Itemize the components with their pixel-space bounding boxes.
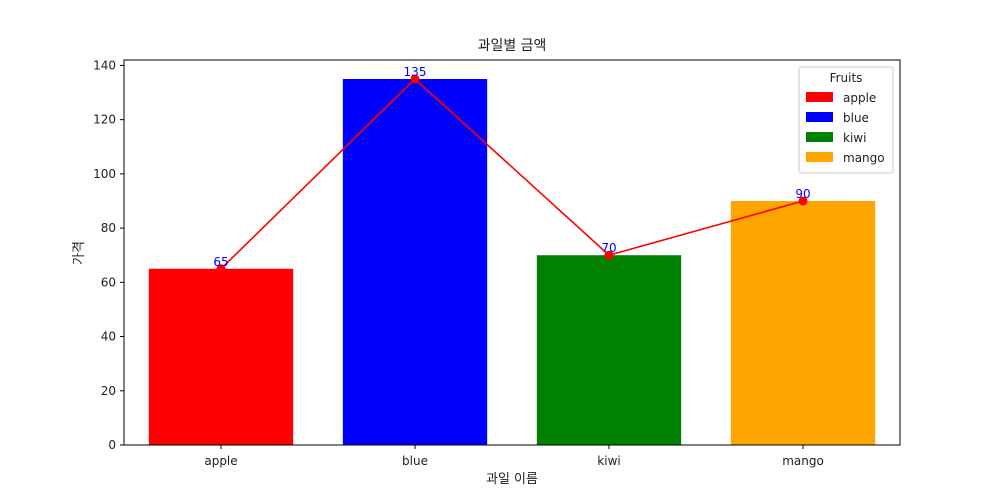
y-tick-label: 100 — [93, 167, 116, 181]
data-labels: 65 135 70 90 — [213, 65, 810, 269]
legend-label-kiwi: kiwi — [843, 131, 866, 145]
x-tick-label-blue: blue — [402, 454, 428, 468]
line-point-kiwi — [604, 250, 614, 260]
bar-kiwi — [536, 255, 682, 445]
y-axis: 0 20 40 60 80 100 120 140 — [93, 58, 124, 452]
line-point-blue — [410, 74, 420, 84]
data-label-mango: 90 — [795, 187, 810, 201]
y-axis-label: 가격 — [72, 241, 87, 265]
legend: Fruits apple blue kiwi mango — [798, 66, 894, 174]
bar-apple — [148, 268, 294, 445]
bars — [148, 78, 876, 445]
x-tick-label-kiwi: kiwi — [597, 454, 620, 468]
line-overlay — [216, 74, 808, 274]
y-tick-label: 80 — [101, 221, 116, 235]
x-axis-label: 과일 이름 — [486, 472, 538, 487]
legend-swatch-mango — [806, 152, 833, 162]
line-series — [220, 77, 804, 270]
y-tick-label: 40 — [101, 330, 116, 344]
chart-title: 과일별 금액 — [478, 38, 547, 54]
line-point-mango — [798, 196, 808, 206]
legend-label-apple: apple — [843, 91, 876, 105]
bar-mango — [730, 200, 876, 445]
y-tick-label: 120 — [93, 113, 116, 127]
bar-blue — [342, 78, 488, 445]
data-label-blue: 135 — [404, 65, 427, 79]
legend-title: Fruits — [830, 71, 863, 85]
legend-entries: apple blue kiwi mango — [806, 91, 885, 165]
legend-label-blue: blue — [843, 111, 869, 125]
y-tick-label: 60 — [101, 275, 116, 289]
legend-swatch-kiwi — [806, 132, 833, 142]
legend-swatch-blue — [806, 112, 833, 122]
y-tick-label: 140 — [93, 58, 116, 72]
data-label-kiwi: 70 — [601, 241, 616, 255]
legend-label-mango: mango — [843, 151, 885, 165]
legend-swatch-apple — [806, 92, 833, 102]
y-tick-label: 20 — [101, 384, 116, 398]
x-tick-label-apple: apple — [204, 454, 237, 468]
plot-area-frame — [123, 59, 901, 446]
data-label-apple: 65 — [213, 255, 228, 269]
line-point-apple — [216, 264, 226, 274]
x-tick-label-mango: mango — [782, 454, 824, 468]
y-tick-label: 0 — [108, 438, 116, 452]
x-axis: apple blue kiwi mango — [204, 445, 824, 468]
